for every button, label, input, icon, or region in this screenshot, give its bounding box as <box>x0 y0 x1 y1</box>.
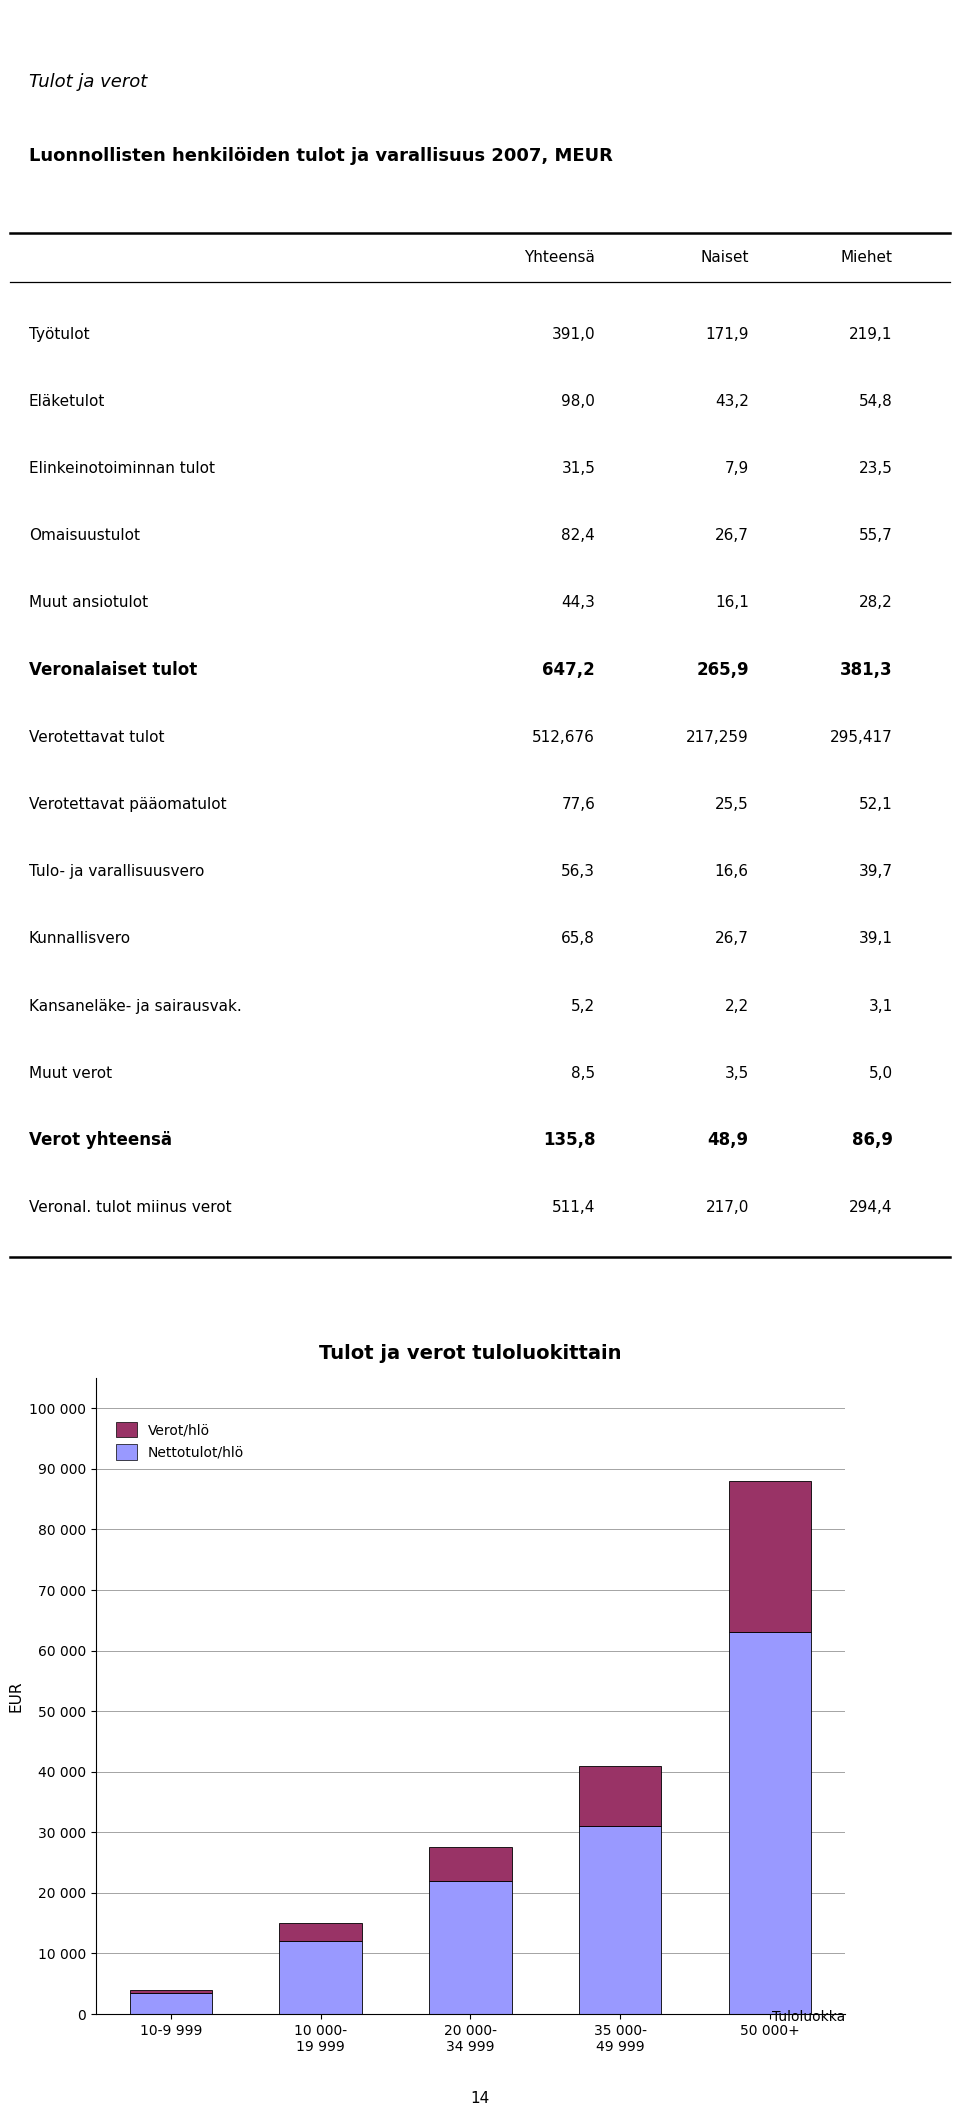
Text: Työtulot: Työtulot <box>29 326 89 341</box>
Y-axis label: EUR: EUR <box>9 1681 24 1711</box>
Text: 647,2: 647,2 <box>542 661 595 678</box>
Text: 44,3: 44,3 <box>562 596 595 611</box>
Title: Tulot ja verot tuloluokittain: Tulot ja verot tuloluokittain <box>319 1344 622 1363</box>
Text: 217,259: 217,259 <box>686 729 749 744</box>
Text: 2,2: 2,2 <box>725 999 749 1013</box>
Text: 48,9: 48,9 <box>708 1132 749 1149</box>
Text: 294,4: 294,4 <box>850 1200 893 1215</box>
Bar <box>729 1632 811 2014</box>
Text: 26,7: 26,7 <box>715 528 749 543</box>
Bar <box>130 1993 212 2014</box>
Text: 3,1: 3,1 <box>869 999 893 1013</box>
Text: 86,9: 86,9 <box>852 1132 893 1149</box>
Text: Veronal. tulot miinus verot: Veronal. tulot miinus verot <box>29 1200 231 1215</box>
Text: 26,7: 26,7 <box>715 931 749 946</box>
Text: 135,8: 135,8 <box>542 1132 595 1149</box>
Text: 381,3: 381,3 <box>840 661 893 678</box>
Text: 8,5: 8,5 <box>571 1066 595 1081</box>
Text: Verotettavat tulot: Verotettavat tulot <box>29 729 164 744</box>
Bar <box>279 1923 362 1942</box>
Text: 77,6: 77,6 <box>562 797 595 812</box>
Text: 511,4: 511,4 <box>552 1200 595 1215</box>
Text: 39,7: 39,7 <box>859 865 893 880</box>
Bar <box>579 1766 661 1825</box>
Text: 512,676: 512,676 <box>533 729 595 744</box>
Text: Yhteensä: Yhteensä <box>524 250 595 265</box>
Text: 5,2: 5,2 <box>571 999 595 1013</box>
Text: Verotettavat pääomatulot: Verotettavat pääomatulot <box>29 797 227 812</box>
Bar <box>279 1942 362 2014</box>
Text: 16,1: 16,1 <box>715 596 749 611</box>
Text: Luonnollisten henkilöiden tulot ja varallisuus 2007, MEUR: Luonnollisten henkilöiden tulot ja varal… <box>29 146 612 165</box>
Text: Kunnallisvero: Kunnallisvero <box>29 931 131 946</box>
Bar <box>729 1482 811 1632</box>
Text: 217,0: 217,0 <box>706 1200 749 1215</box>
Text: 65,8: 65,8 <box>562 931 595 946</box>
Bar <box>130 1991 212 1993</box>
Text: Tulo- ja varallisuusvero: Tulo- ja varallisuusvero <box>29 865 204 880</box>
Text: Eläketulot: Eläketulot <box>29 394 106 409</box>
Text: 43,2: 43,2 <box>715 394 749 409</box>
Text: 56,3: 56,3 <box>562 865 595 880</box>
Text: 5,0: 5,0 <box>869 1066 893 1081</box>
Text: 7,9: 7,9 <box>725 460 749 477</box>
Text: 54,8: 54,8 <box>859 394 893 409</box>
Text: 55,7: 55,7 <box>859 528 893 543</box>
Text: Tulot ja verot: Tulot ja verot <box>29 74 147 91</box>
Text: 16,6: 16,6 <box>715 865 749 880</box>
Text: 25,5: 25,5 <box>715 797 749 812</box>
Bar <box>579 1825 661 2014</box>
Text: Naiset: Naiset <box>700 250 749 265</box>
Bar <box>429 1880 512 2014</box>
Text: Elinkeinotoiminnan tulot: Elinkeinotoiminnan tulot <box>29 460 215 477</box>
Text: Muut verot: Muut verot <box>29 1066 112 1081</box>
Text: 39,1: 39,1 <box>859 931 893 946</box>
Text: 31,5: 31,5 <box>562 460 595 477</box>
Text: Tuloluokka: Tuloluokka <box>772 2010 845 2025</box>
Text: 171,9: 171,9 <box>706 326 749 341</box>
Text: Muut ansiotulot: Muut ansiotulot <box>29 596 148 611</box>
Text: 23,5: 23,5 <box>859 460 893 477</box>
Text: 3,5: 3,5 <box>725 1066 749 1081</box>
Text: Omaisuustulot: Omaisuustulot <box>29 528 140 543</box>
Text: Miehet: Miehet <box>841 250 893 265</box>
Legend: Verot/hlö, Nettotulot/hlö: Verot/hlö, Nettotulot/hlö <box>110 1416 250 1465</box>
Text: 14: 14 <box>470 2090 490 2105</box>
Text: 52,1: 52,1 <box>859 797 893 812</box>
Text: 219,1: 219,1 <box>850 326 893 341</box>
Text: 295,417: 295,417 <box>830 729 893 744</box>
Text: 82,4: 82,4 <box>562 528 595 543</box>
Text: 265,9: 265,9 <box>696 661 749 678</box>
Text: 98,0: 98,0 <box>562 394 595 409</box>
Text: Verot yhteensä: Verot yhteensä <box>29 1132 172 1149</box>
Text: Veronalaiset tulot: Veronalaiset tulot <box>29 661 197 678</box>
Text: 391,0: 391,0 <box>552 326 595 341</box>
Text: 28,2: 28,2 <box>859 596 893 611</box>
Text: Kansaneläke- ja sairausvak.: Kansaneläke- ja sairausvak. <box>29 999 242 1013</box>
Bar <box>429 1847 512 1880</box>
